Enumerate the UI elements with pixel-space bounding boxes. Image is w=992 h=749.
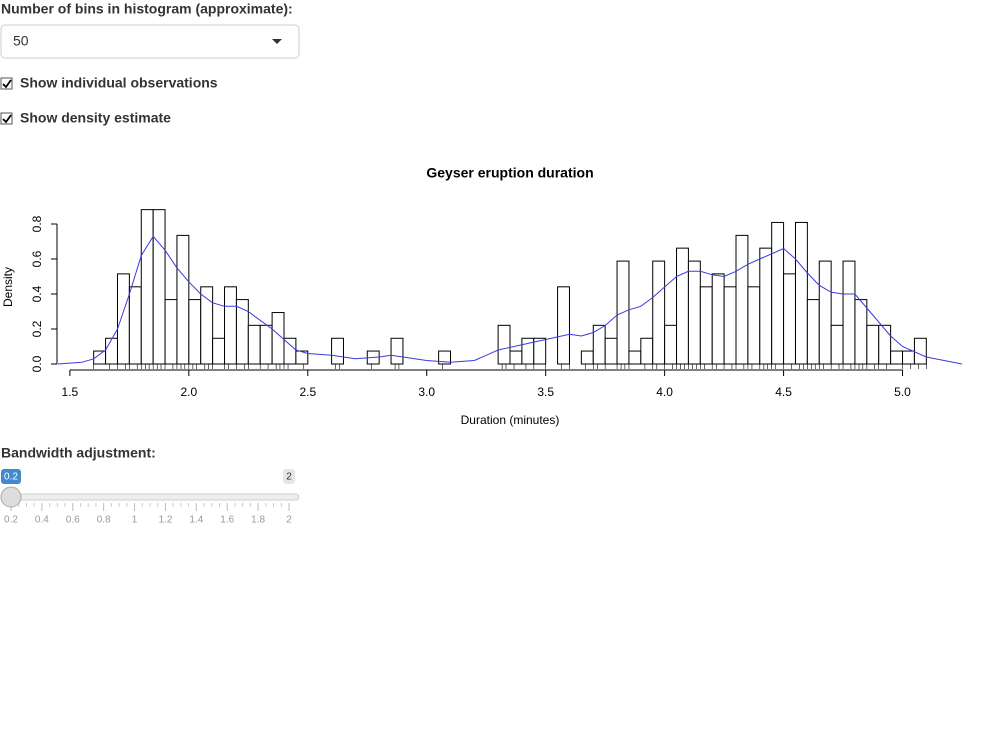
bar — [200, 286, 214, 365]
bar — [735, 234, 749, 365]
bar — [497, 324, 511, 365]
bar — [164, 299, 178, 365]
chart-title: Geyser eruption duration — [426, 165, 593, 181]
bar — [247, 324, 261, 365]
bar — [283, 337, 297, 365]
bar — [806, 299, 820, 365]
slider-label: Bandwidth adjustment: — [1, 445, 156, 461]
slider-max-badge — [283, 469, 295, 484]
bar — [878, 324, 892, 365]
slider-tick-label: 2 — [286, 515, 292, 526]
bins-select[interactable] — [0, 24, 300, 59]
y-tick-label: 0.0 — [30, 355, 44, 372]
x-tick-label: 4.5 — [775, 385, 792, 399]
y-tick-label: 0.2 — [30, 320, 44, 337]
bar — [557, 286, 570, 365]
check-mark — [2, 114, 12, 124]
bar — [759, 247, 773, 365]
bar — [771, 221, 785, 365]
bar — [664, 324, 678, 365]
y-tick-label: 0.4 — [30, 285, 44, 302]
y-tick-label: 0.6 — [30, 250, 44, 267]
bar — [604, 337, 618, 365]
y-axis-label: Density — [1, 267, 15, 307]
bar — [533, 337, 547, 365]
slider-tick-label: 0.6 — [66, 515, 80, 526]
y-tick-label: 0.8 — [30, 215, 44, 232]
bar — [105, 337, 118, 365]
bar — [224, 286, 237, 365]
bar — [687, 260, 701, 365]
bar — [866, 324, 880, 365]
x-tick-label: 3.5 — [537, 385, 554, 399]
bar — [509, 350, 523, 365]
bar — [699, 286, 713, 365]
bar — [116, 273, 130, 365]
bar — [140, 209, 154, 365]
slider-handle[interactable] — [0, 486, 22, 508]
x-axis-label: Duration (minutes) — [461, 413, 560, 427]
bar — [212, 337, 226, 365]
slider-tick-label: 0.2 — [4, 515, 18, 526]
checkbox-label: Show density estimate — [20, 110, 171, 126]
bar — [331, 337, 344, 365]
bar — [259, 324, 273, 365]
bar — [842, 260, 856, 365]
bar — [711, 273, 725, 365]
bar — [188, 299, 202, 365]
bar — [818, 260, 832, 365]
slider-value-label: 0.2 — [4, 472, 18, 483]
select-caret — [272, 39, 282, 44]
x-tick-label: 3.0 — [418, 385, 435, 399]
bar — [890, 350, 904, 365]
x-tick-label: 2.5 — [299, 385, 316, 399]
bar — [747, 286, 761, 365]
bar — [723, 286, 737, 365]
bar — [390, 337, 404, 365]
bar — [913, 337, 927, 365]
checkbox[interactable] — [0, 112, 13, 125]
slider-tick-label: 1 — [132, 515, 138, 526]
bar — [652, 260, 666, 365]
bar — [854, 299, 868, 365]
bar — [902, 350, 915, 365]
bar — [176, 234, 190, 365]
x-tick-label: 5.0 — [894, 385, 911, 399]
slider-tick-label: 1.4 — [189, 515, 203, 526]
x-tick-label: 1.5 — [62, 385, 79, 399]
slider-tick-label: 1.8 — [251, 515, 265, 526]
bar — [128, 286, 142, 365]
bar — [295, 350, 309, 365]
checkbox-label: Show individual observations — [20, 75, 218, 91]
slider-value-badge — [1, 469, 21, 484]
density-line — [57, 235, 963, 365]
bar — [438, 350, 452, 365]
slider-max-label: 2 — [286, 472, 292, 483]
bar — [794, 221, 808, 365]
bar — [783, 273, 796, 365]
bar — [676, 247, 689, 365]
bar — [628, 350, 642, 365]
bar — [640, 337, 654, 365]
x-tick-label: 4.0 — [656, 385, 673, 399]
slider-tick-label: 1.6 — [220, 515, 234, 526]
checkbox[interactable] — [0, 77, 13, 90]
slider-track — [2, 493, 300, 501]
bar — [830, 324, 844, 365]
bar — [580, 350, 594, 365]
slider-tick-label: 0.8 — [97, 515, 111, 526]
slider-tick-label: 0.4 — [35, 515, 49, 526]
bar — [152, 209, 166, 365]
slider-tick-label: 1.2 — [158, 515, 172, 526]
check-mark — [2, 79, 12, 89]
select-value: 50 — [13, 33, 29, 49]
select-label: Number of bins in histogram (approximate… — [1, 1, 293, 17]
x-tick-label: 2.0 — [180, 385, 197, 399]
